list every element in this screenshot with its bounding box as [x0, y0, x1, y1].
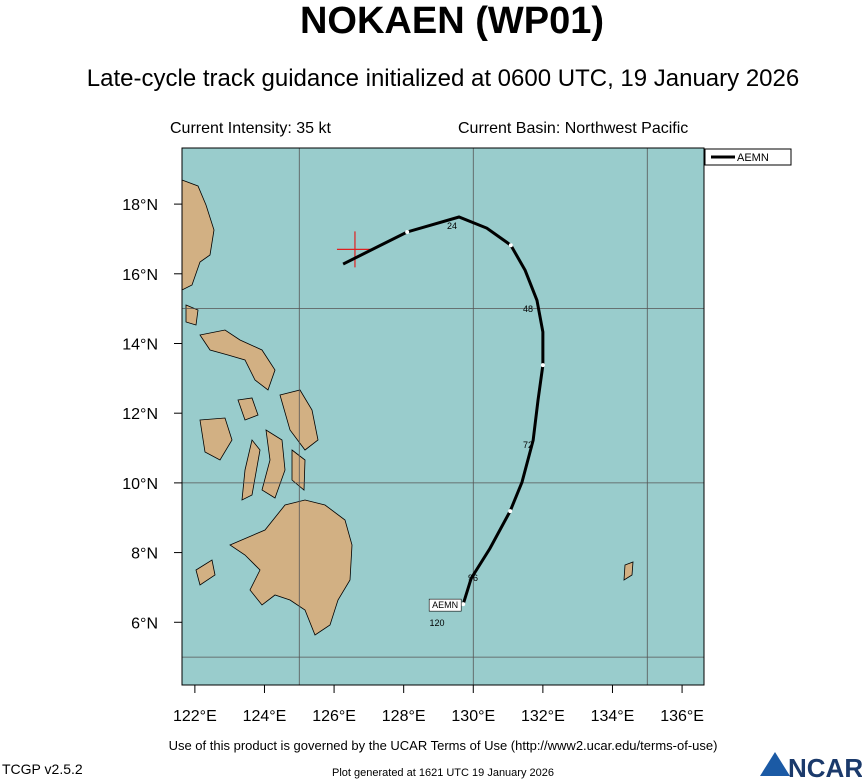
hour-label: 24 [447, 221, 457, 231]
x-tick-label: 132°E [521, 708, 565, 725]
x-tick-label: 128°E [382, 708, 426, 725]
hour-label: 72 [523, 440, 533, 450]
x-tick-label: 136°E [660, 708, 704, 725]
y-tick-label: 14°N [122, 336, 158, 353]
x-tick-label: 126°E [312, 708, 356, 725]
y-tick-label: 6°N [131, 615, 158, 632]
track-marker [461, 602, 466, 607]
track-line [342, 215, 545, 605]
legend-label: AEMN [737, 152, 769, 164]
logo: NCAR [788, 753, 862, 780]
y-tick-label: 18°N [122, 197, 158, 214]
version: TCGP v2.5.2 [2, 761, 83, 777]
hour-label: 120 [429, 618, 444, 628]
current-position [336, 231, 373, 268]
title: NOKAEN (WP01) [300, 0, 604, 42]
track-marker [405, 229, 410, 234]
map-frame [181, 147, 705, 686]
terms: Use of this product is governed by the U… [169, 738, 718, 753]
logo-mark [760, 752, 790, 776]
y-tick-label: 8°N [131, 546, 158, 563]
track-marker [540, 363, 545, 368]
track-marker [508, 509, 513, 514]
x-tick-label: 124°E [243, 708, 287, 725]
map [181, 148, 704, 685]
hour-label: 96 [468, 573, 478, 583]
x-tick-label: 134°E [591, 708, 635, 725]
basin: Current Basin: Northwest Pacific [458, 120, 688, 137]
y-tick-label: 16°N [122, 267, 158, 284]
track-label-box [428, 598, 462, 612]
intensity: Current Intensity: 35 kt [170, 120, 332, 137]
track-label: AEMN [432, 600, 458, 610]
legend-box [704, 148, 792, 166]
subtitle: Late-cycle track guidance initialized at… [87, 65, 799, 92]
track-marker [508, 243, 513, 248]
x-tick-label: 130°E [451, 708, 495, 725]
legend: AEMN [704, 148, 792, 166]
land [181, 179, 634, 636]
y-tick-label: 10°N [122, 476, 158, 493]
x-tick-label: 122°E [173, 708, 217, 725]
generated: Plot generated at 1621 UTC 19 January 20… [332, 767, 554, 779]
hour-label: 48 [523, 304, 533, 314]
y-tick-label: 12°N [122, 406, 158, 423]
